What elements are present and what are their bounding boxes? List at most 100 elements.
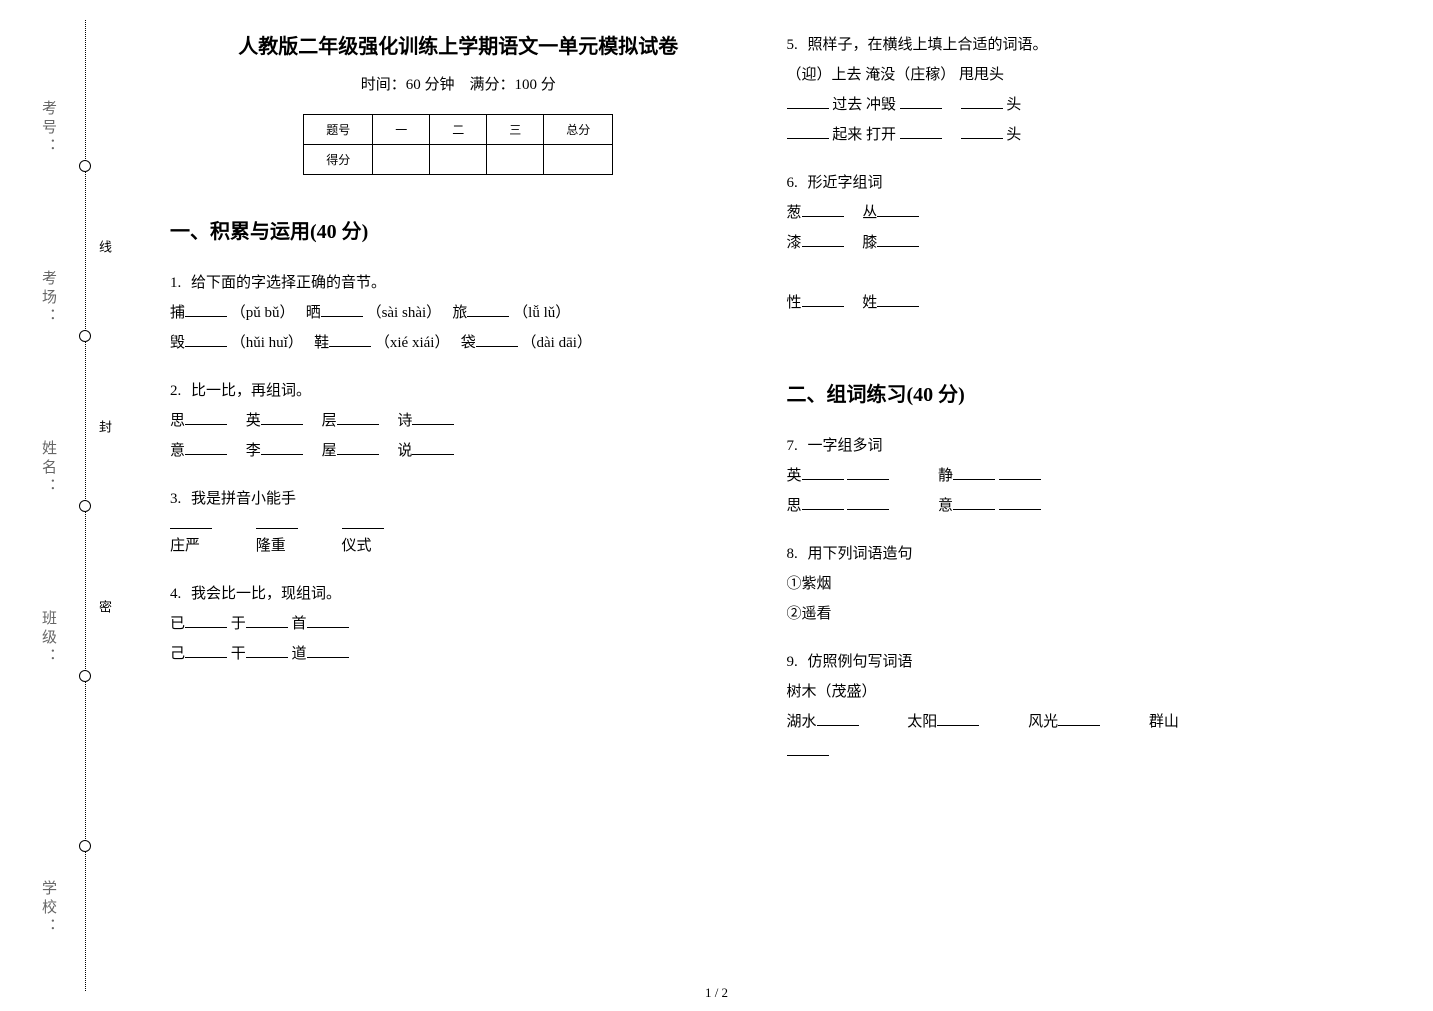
fill-blank [256,514,298,529]
fill-blank [787,123,829,140]
fill-blank [467,301,509,318]
fill-blank [817,710,859,727]
page-number: 1 / 2 [705,985,728,1001]
fill-blank [900,123,942,140]
q6-char: 漆 [787,235,802,251]
fill-blank [307,612,349,629]
q4-char: 干 [231,646,246,662]
q2-char: 意 [170,443,185,459]
fill-blank [953,494,995,511]
binding-circle [79,670,91,682]
binding-inner-mi: 密 [95,600,114,621]
fill-blank [787,93,829,110]
q3-word: 仪式 [342,538,372,554]
q2-char: 屋 [322,443,337,459]
q5-example: （迎）上去 淹没（庄稼） 甩甩头 [787,67,1005,83]
binding-inner-xian: 线 [95,240,114,261]
overline-group: 庄严 [170,514,212,561]
fill-blank [900,93,942,110]
q1-item-pinyin: （lǚ lǔ） [513,305,570,321]
question-7: 7. 一字组多词 英 静 思 意 [787,431,1364,521]
score-header: 二 [430,115,487,145]
q1-text: 给下面的字选择正确的音节。 [191,275,386,291]
fill-blank [802,231,844,248]
fill-blank [847,494,889,511]
score-cell [430,145,487,175]
binding-margin: 考号： 考场： 姓名： 班级： 学校： 线 封 密 [0,0,110,1011]
fill-blank [877,231,919,248]
fill-blank [877,201,919,218]
q2-char: 说 [397,443,412,459]
fill-blank [246,612,288,629]
question-5: 5. 照样子，在横线上填上合适的词语。 （迎）上去 淹没（庄稼） 甩甩头 过去 … [787,30,1364,150]
fill-blank [307,642,349,659]
fill-blank [412,439,454,456]
binding-label-banji: 班级： [38,610,59,667]
q5-line2b: 头 [1006,97,1021,113]
q3-word: 庄严 [170,538,200,554]
q4-num: 4. [170,586,181,602]
binding-label-kaohao: 考号： [38,100,59,157]
binding-label-xuexiao: 学校： [38,880,59,937]
overline-group: 仪式 [342,514,384,561]
q1-item-pinyin: （sài shài） [367,305,434,321]
q9-example: 树木（茂盛） [787,684,877,700]
q2-text: 比一比，再组词。 [191,383,311,399]
overline-group: 隆重 [256,514,298,561]
score-header: 三 [487,115,544,145]
fill-blank [961,123,1003,140]
score-cell [373,145,430,175]
q9-word: 湖水 [787,714,817,730]
fill-blank [185,439,227,456]
right-column: 5. 照样子，在横线上填上合适的词语。 （迎）上去 淹没（庄稼） 甩甩头 过去 … [787,30,1404,1001]
q3-text: 我是拼音小能手 [191,491,296,507]
q6-char: 膝 [862,235,877,251]
score-header: 题号 [304,115,373,145]
fill-blank [329,331,371,348]
q7-char: 意 [938,498,953,514]
fill-blank [246,642,288,659]
score-header: 总分 [544,115,613,145]
fill-blank [261,409,303,426]
fill-blank [877,291,919,308]
fill-blank [261,439,303,456]
fill-blank [847,464,889,481]
score-table: 题号 一 二 三 总分 得分 [303,114,613,175]
q8-item: ②遥看 [787,606,832,622]
q5-line2a: 过去 冲毁 [832,97,896,113]
table-row: 得分 [304,145,613,175]
section-2-title: 二、组词练习(40 分) [787,378,1364,407]
q6-char: 丛 [862,205,877,221]
q3-num: 3. [170,491,181,507]
score-label: 得分 [304,145,373,175]
q9-text: 仿照例句写词语 [808,654,913,670]
exam-title: 人教版二年级强化训练上学期语文一单元模拟试卷 [170,30,747,59]
q2-char: 诗 [397,413,412,429]
q5-num: 5. [787,37,798,53]
q1-num: 1. [170,275,181,291]
q4-char: 道 [292,646,307,662]
q9-word: 风光 [1028,714,1058,730]
q9-num: 9. [787,654,798,670]
fill-blank [321,301,363,318]
q2-char: 思 [170,413,185,429]
fill-blank [802,201,844,218]
fill-blank [412,409,454,426]
fill-blank [185,612,227,629]
question-8: 8. 用下列词语造句 ①紫烟 ②遥看 [787,539,1364,629]
q1-item-char: 毁 [170,335,185,351]
q6-char: 姓 [862,295,877,311]
q5-line3a: 起来 打开 [832,127,896,143]
q3-word: 隆重 [256,538,286,554]
q7-num: 7. [787,438,798,454]
binding-label-xingming: 姓名： [38,440,59,497]
question-6: 6. 形近字组词 葱 丛 漆 膝 性 姓 [787,168,1364,318]
question-9: 9. 仿照例句写词语 树木（茂盛） 湖水 太阳 风光 群山 [787,647,1364,767]
question-4: 4. 我会比一比，现组词。 已 于 首 己 干 道 [170,579,747,669]
q6-char: 性 [787,295,802,311]
binding-circle [79,840,91,852]
q1-item-char: 捕 [170,305,185,321]
q1-item-pinyin: （dài dāi） [522,335,592,351]
fill-blank [185,409,227,426]
q1-item-char: 鞋 [314,335,329,351]
